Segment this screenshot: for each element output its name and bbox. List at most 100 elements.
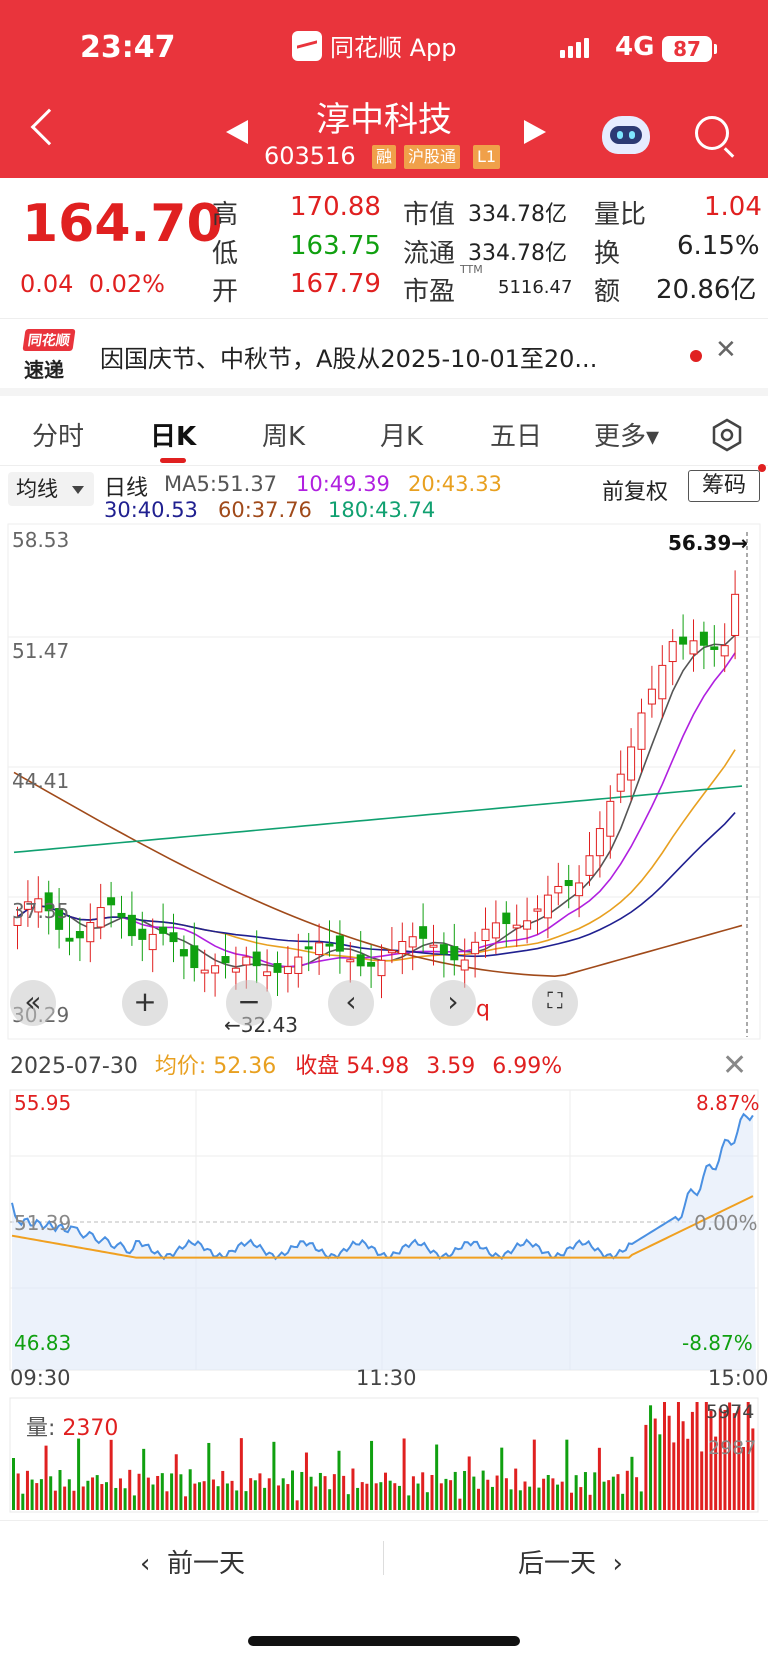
volume-bar (667, 1415, 671, 1510)
volume-bar (151, 1484, 155, 1510)
low-value: 163.75 (290, 231, 381, 261)
scroll-right-icon[interactable]: › (430, 980, 476, 1026)
volume-bar (128, 1469, 132, 1510)
volume-bar (193, 1483, 197, 1510)
prev-stock-icon[interactable] (226, 120, 248, 144)
intraday-header: 2025-07-30 均价: 52.36 收盘 54.98 3.59 6.99% (10, 1048, 562, 1080)
close-icon[interactable]: ✕ (715, 335, 737, 365)
kline-grid (7, 523, 761, 1040)
close-value: 54.98 (346, 1054, 410, 1079)
intraday-chart[interactable]: 55.95 51.39 46.83 8.87% 0.00% -8.87% (0, 1080, 768, 1375)
candle-body (169, 932, 178, 943)
volume-bar (95, 1475, 99, 1510)
tab-weekly-k[interactable]: 周K (262, 422, 306, 452)
app-logo-icon (292, 30, 322, 61)
network-type: 4G (615, 32, 655, 62)
period-label: 日线 (104, 476, 149, 501)
fullscreen-icon[interactable]: ⛶ (532, 980, 578, 1026)
zoom-out-icon[interactable]: − (226, 980, 272, 1026)
volume-bar (123, 1488, 127, 1510)
news-text[interactable]: 因国庆节、中秋节，A股从2025-10-01至20... (100, 345, 598, 373)
volume-bar (244, 1491, 248, 1510)
tab-five-day[interactable]: 五日 (490, 422, 543, 452)
mcap-label: 市值 (403, 200, 456, 230)
volume-bar (25, 1470, 29, 1510)
news-banner[interactable]: 同花顺 速递 因国庆节、中秋节，A股从2025-10-01至20... ✕ (0, 318, 768, 396)
avg-value: 52.36 (213, 1054, 277, 1079)
candle-body (606, 800, 615, 837)
chart-tabs: 分时 日K 周K 月K 五日 更多▾ (0, 404, 768, 466)
volume-bar (114, 1487, 118, 1510)
next-day-button[interactable]: 后一天 › (518, 1549, 623, 1579)
candle-body (491, 922, 500, 939)
time-mid: 11:30 (356, 1366, 417, 1390)
volume-bar (583, 1472, 587, 1510)
volume-bar (351, 1468, 355, 1510)
kline-chart[interactable]: 58.53 51.47 44.41 37.35 30.29 56.39→ ←32… (0, 522, 768, 1042)
candle-body (55, 908, 64, 930)
volume-bar (105, 1482, 108, 1510)
search-icon[interactable] (695, 116, 729, 150)
zoom-in-icon[interactable]: + (122, 980, 168, 1026)
volume-bar (337, 1450, 341, 1510)
assistant-robot-icon[interactable] (602, 116, 650, 154)
volume-bar (379, 1482, 383, 1510)
scroll-left-fast-icon[interactable]: « (10, 980, 56, 1026)
volume-bar (397, 1485, 401, 1510)
candle-body (647, 688, 656, 705)
chips-button[interactable]: 筹码 (688, 470, 760, 502)
volume-bar (300, 1471, 304, 1510)
home-indicator[interactable] (248, 1636, 520, 1646)
volume-bar (132, 1495, 136, 1510)
price-area (12, 1114, 756, 1370)
volume-bar (58, 1470, 62, 1510)
volume-bar (184, 1496, 188, 1510)
close-intraday-icon[interactable]: ✕ (722, 1048, 748, 1083)
volume-bar (714, 1436, 718, 1510)
volume-bar (291, 1470, 294, 1510)
volume-bar (579, 1487, 583, 1510)
volume-label: 量: 2370 (26, 1410, 118, 1442)
tab-intraday[interactable]: 分时 (32, 422, 85, 452)
settings-icon[interactable] (710, 418, 744, 452)
volume-bar (570, 1492, 573, 1510)
volume-bar (309, 1476, 313, 1510)
tab-more[interactable]: 更多▾ (594, 422, 660, 452)
candle-body (481, 928, 490, 942)
candle-body (679, 636, 688, 645)
candle-body (450, 946, 459, 961)
tab-daily-k[interactable]: 日K (150, 422, 197, 452)
volume-bar (253, 1480, 257, 1510)
volume-bar (458, 1498, 462, 1510)
prev-day-button[interactable]: ‹ 前一天 (140, 1549, 245, 1579)
volume-bar (156, 1475, 160, 1510)
tab-monthly-k[interactable]: 月K (380, 422, 424, 452)
kline-candles (13, 570, 740, 999)
volume-chart[interactable]: 5974 2987 (0, 1396, 768, 1514)
volume-bar (239, 1438, 243, 1510)
intraday-pct-mid: 0.00% (694, 1211, 758, 1235)
time-end: 15:00 (708, 1366, 768, 1390)
next-stock-icon[interactable] (524, 120, 546, 144)
adjust-type[interactable]: 前复权 (602, 480, 669, 505)
volume-bar (165, 1491, 169, 1510)
intraday-pct-top: 8.87% (696, 1091, 760, 1115)
volume-bar (495, 1475, 499, 1510)
volume-bar (384, 1472, 387, 1510)
volume-bar (732, 1413, 736, 1510)
candle-body (252, 951, 261, 967)
volume-bar (444, 1478, 448, 1510)
candle-body (138, 928, 147, 940)
nav-divider (383, 1541, 384, 1575)
candle-body (502, 912, 511, 925)
candle-body (658, 664, 667, 700)
y-tick-1: 58.53 (12, 528, 69, 552)
volume-bar (523, 1481, 527, 1510)
volume-bar (500, 1447, 504, 1510)
volume-bar (365, 1483, 369, 1510)
scroll-left-icon[interactable]: ‹ (328, 980, 374, 1026)
volume-bar (695, 1402, 699, 1510)
volume-bar (546, 1475, 550, 1510)
volume-bar (411, 1476, 415, 1510)
indicator-select[interactable]: 均线 (8, 472, 94, 506)
